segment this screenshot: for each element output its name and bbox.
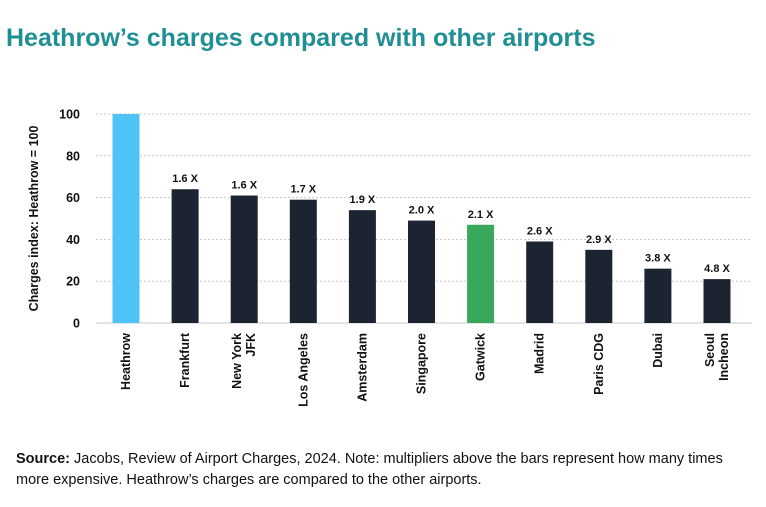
footnote-text: Jacobs, Review of Airport Charges, 2024.… — [16, 451, 723, 488]
x-tick-label: Incheon — [717, 333, 731, 381]
x-tick-label: Gatwick — [474, 333, 488, 381]
bar — [289, 199, 317, 323]
bar — [112, 114, 140, 323]
bar — [644, 268, 672, 323]
x-tick-label: Amsterdam — [355, 333, 369, 402]
source-label: Source: — [16, 451, 70, 467]
bar — [703, 279, 731, 323]
x-tick-label: Madrid — [533, 333, 547, 374]
bar — [467, 224, 495, 323]
bar — [408, 220, 435, 323]
data-label: 1.9 X — [350, 194, 376, 206]
x-tick-label: Heathrow — [119, 333, 133, 390]
x-tick-label: Seoul — [703, 333, 717, 367]
y-tick-label: 80 — [66, 149, 80, 163]
y-tick-label: 60 — [66, 191, 80, 205]
x-tick-label: JFK — [244, 333, 258, 357]
data-labels: 1.6 X 1.6 X 1.7 X 1.9 X 2.0 X 2.1 X 2.6 X 2.9 X… — [172, 173, 730, 275]
chart-title: Heathrow’s charges compared with other a… — [6, 24, 596, 52]
data-label: 4.8 X — [704, 263, 730, 275]
x-tick-label: Los Angeles — [296, 333, 310, 407]
data-label: 2.1 X — [468, 209, 494, 221]
data-label: 2.6 X — [527, 225, 553, 237]
y-tick-label: 100 — [59, 108, 80, 122]
bar — [585, 249, 613, 323]
y-axis-label: Charges index: Heathrow = 100 — [27, 126, 41, 312]
source-footnote: Source: Jacobs, Review of Airport Charge… — [16, 449, 746, 491]
x-tick-label: Frankfurt — [178, 332, 192, 388]
bar-chart: 0 20 40 60 80 100 Charges index: Heathrow = 1… — [27, 108, 752, 407]
x-tick-label: Dubai — [651, 333, 665, 368]
x-tick-label: Singapore — [415, 333, 429, 394]
x-tick-label: New York — [230, 333, 244, 389]
data-label: 1.6 X — [231, 180, 257, 192]
bar — [171, 189, 199, 323]
x-tick-label: Paris CDG — [592, 333, 606, 395]
data-label: 3.8 X — [645, 253, 671, 265]
data-label: 1.7 X — [290, 184, 316, 196]
y-axis-ticks: 0 20 40 60 80 100 — [59, 108, 80, 331]
data-label: 2.9 X — [586, 234, 612, 246]
data-label: 1.6 X — [172, 173, 198, 185]
data-label: 2.0 X — [409, 205, 435, 217]
y-tick-label: 40 — [66, 233, 80, 247]
bar — [230, 195, 258, 323]
bars — [112, 114, 731, 323]
y-tick-label: 20 — [66, 275, 80, 289]
bar — [526, 241, 554, 323]
x-axis-ticks: Heathrow Frankfurt New York JFK Los Angeles A… — [119, 332, 731, 407]
y-tick-label: 0 — [73, 317, 80, 331]
bar — [348, 210, 376, 323]
